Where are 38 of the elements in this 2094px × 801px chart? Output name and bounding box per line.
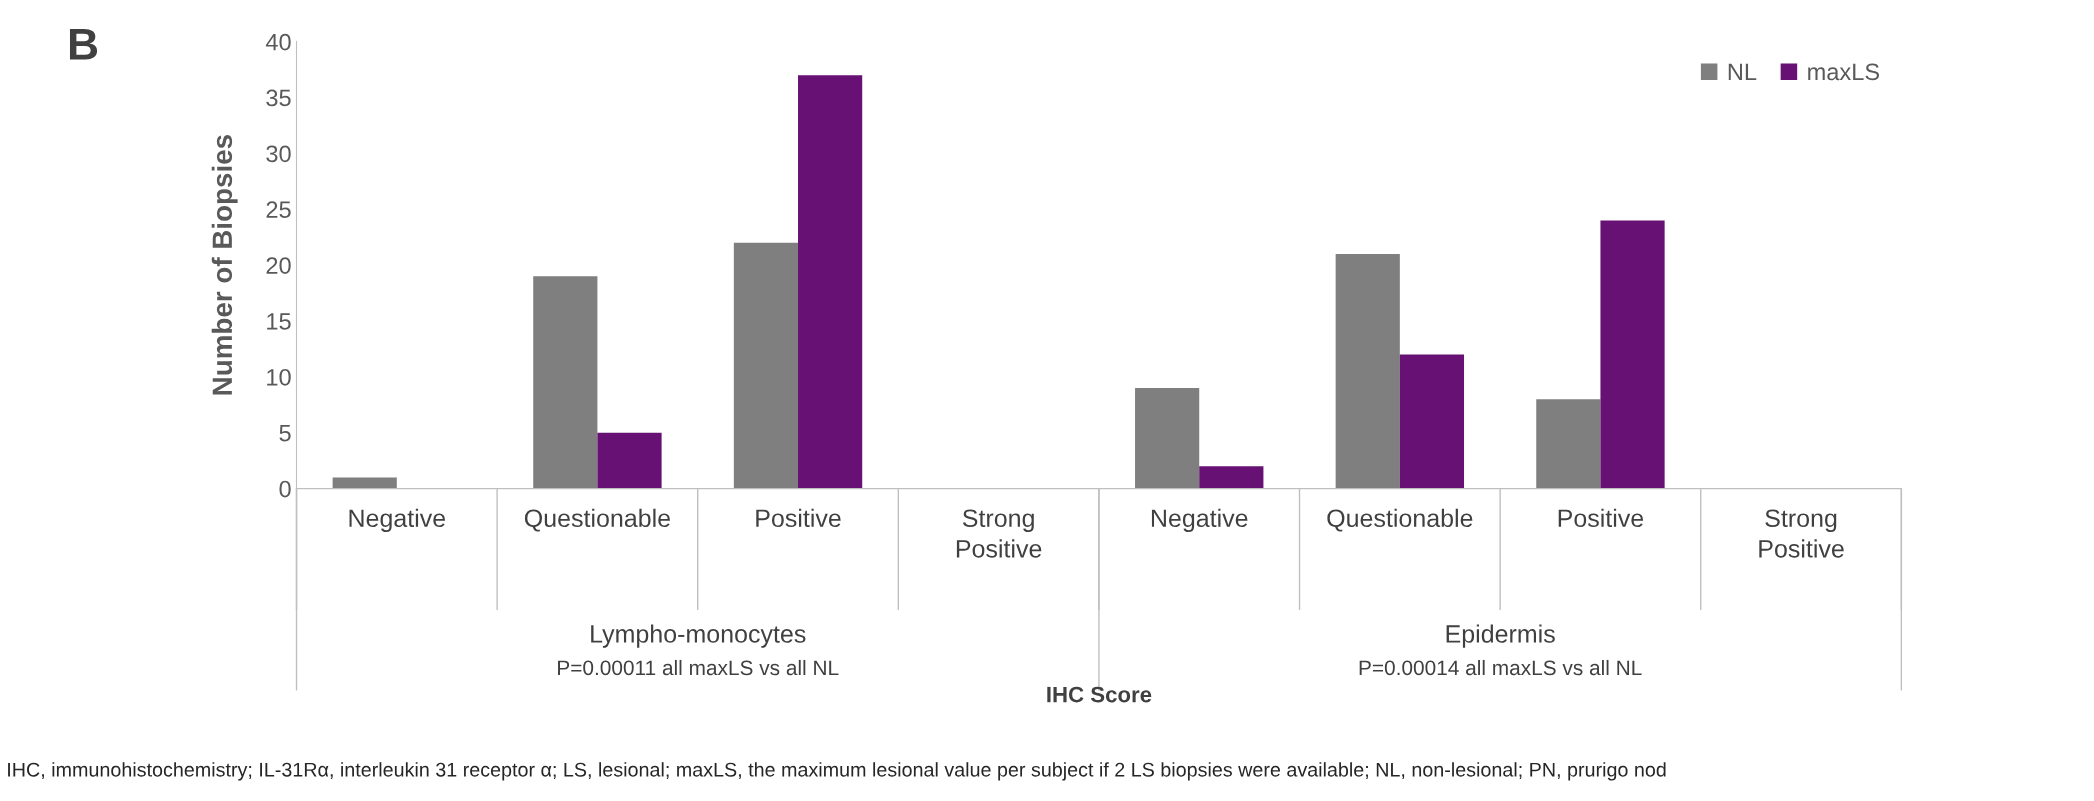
bar xyxy=(1199,466,1264,489)
x-tick-label: Strong Positive xyxy=(1759,509,1844,558)
bar xyxy=(1600,220,1665,489)
x-tick-label: Negative xyxy=(349,508,446,533)
text: IHC, immunohistochemistry; IL-31Rα, interleukin 31 receptor α; LS, lesional; maxLS, the maximum lesional value per subject if 2 LS biopsies were available; NL, non-lesional; PN, prurigo nod xyxy=(8,762,1666,781)
bar xyxy=(1335,253,1400,489)
bar xyxy=(1536,399,1601,489)
legend-label: maxLS xyxy=(1808,63,1880,81)
text: Epidermis xyxy=(1446,624,1555,648)
bar xyxy=(332,477,397,489)
y-axis-title: Number of Biopsies xyxy=(211,135,238,395)
bar xyxy=(1135,388,1200,489)
text: B xyxy=(69,28,98,60)
y-tick-label: 15 xyxy=(267,313,291,330)
text: P=0.00011 all maxLS vs all NL xyxy=(558,659,839,676)
bar xyxy=(597,432,662,489)
x-tick-label: Questionable xyxy=(1327,508,1473,532)
x-tick-label: Strong Positive xyxy=(956,509,1042,558)
x-tick-label: Positive xyxy=(1558,508,1644,528)
x-tick-label: Negative xyxy=(1151,508,1248,533)
y-tick-label: 0 xyxy=(279,480,291,498)
y-tick-label: 35 xyxy=(266,89,291,107)
bar xyxy=(1399,354,1465,489)
legend-label: NL xyxy=(1728,63,1757,81)
bar xyxy=(733,242,799,489)
text: Lympho-monocytes xyxy=(591,624,806,648)
bar xyxy=(798,75,863,489)
text: P=0.00014 all maxLS vs all NL xyxy=(1359,659,1642,676)
y-tick-label: 25 xyxy=(266,201,291,219)
text: IHC Score xyxy=(1047,686,1152,703)
bar xyxy=(533,276,598,489)
y-tick-label: 5 xyxy=(279,425,291,442)
y-tick-label: 30 xyxy=(266,145,291,163)
y-tick-label: 10 xyxy=(267,368,291,386)
y-tick-label: 20 xyxy=(266,257,291,274)
x-tick-label: Positive xyxy=(756,508,841,528)
y-tick-label: 40 xyxy=(265,33,291,51)
x-tick-label: Questionable xyxy=(524,508,670,532)
